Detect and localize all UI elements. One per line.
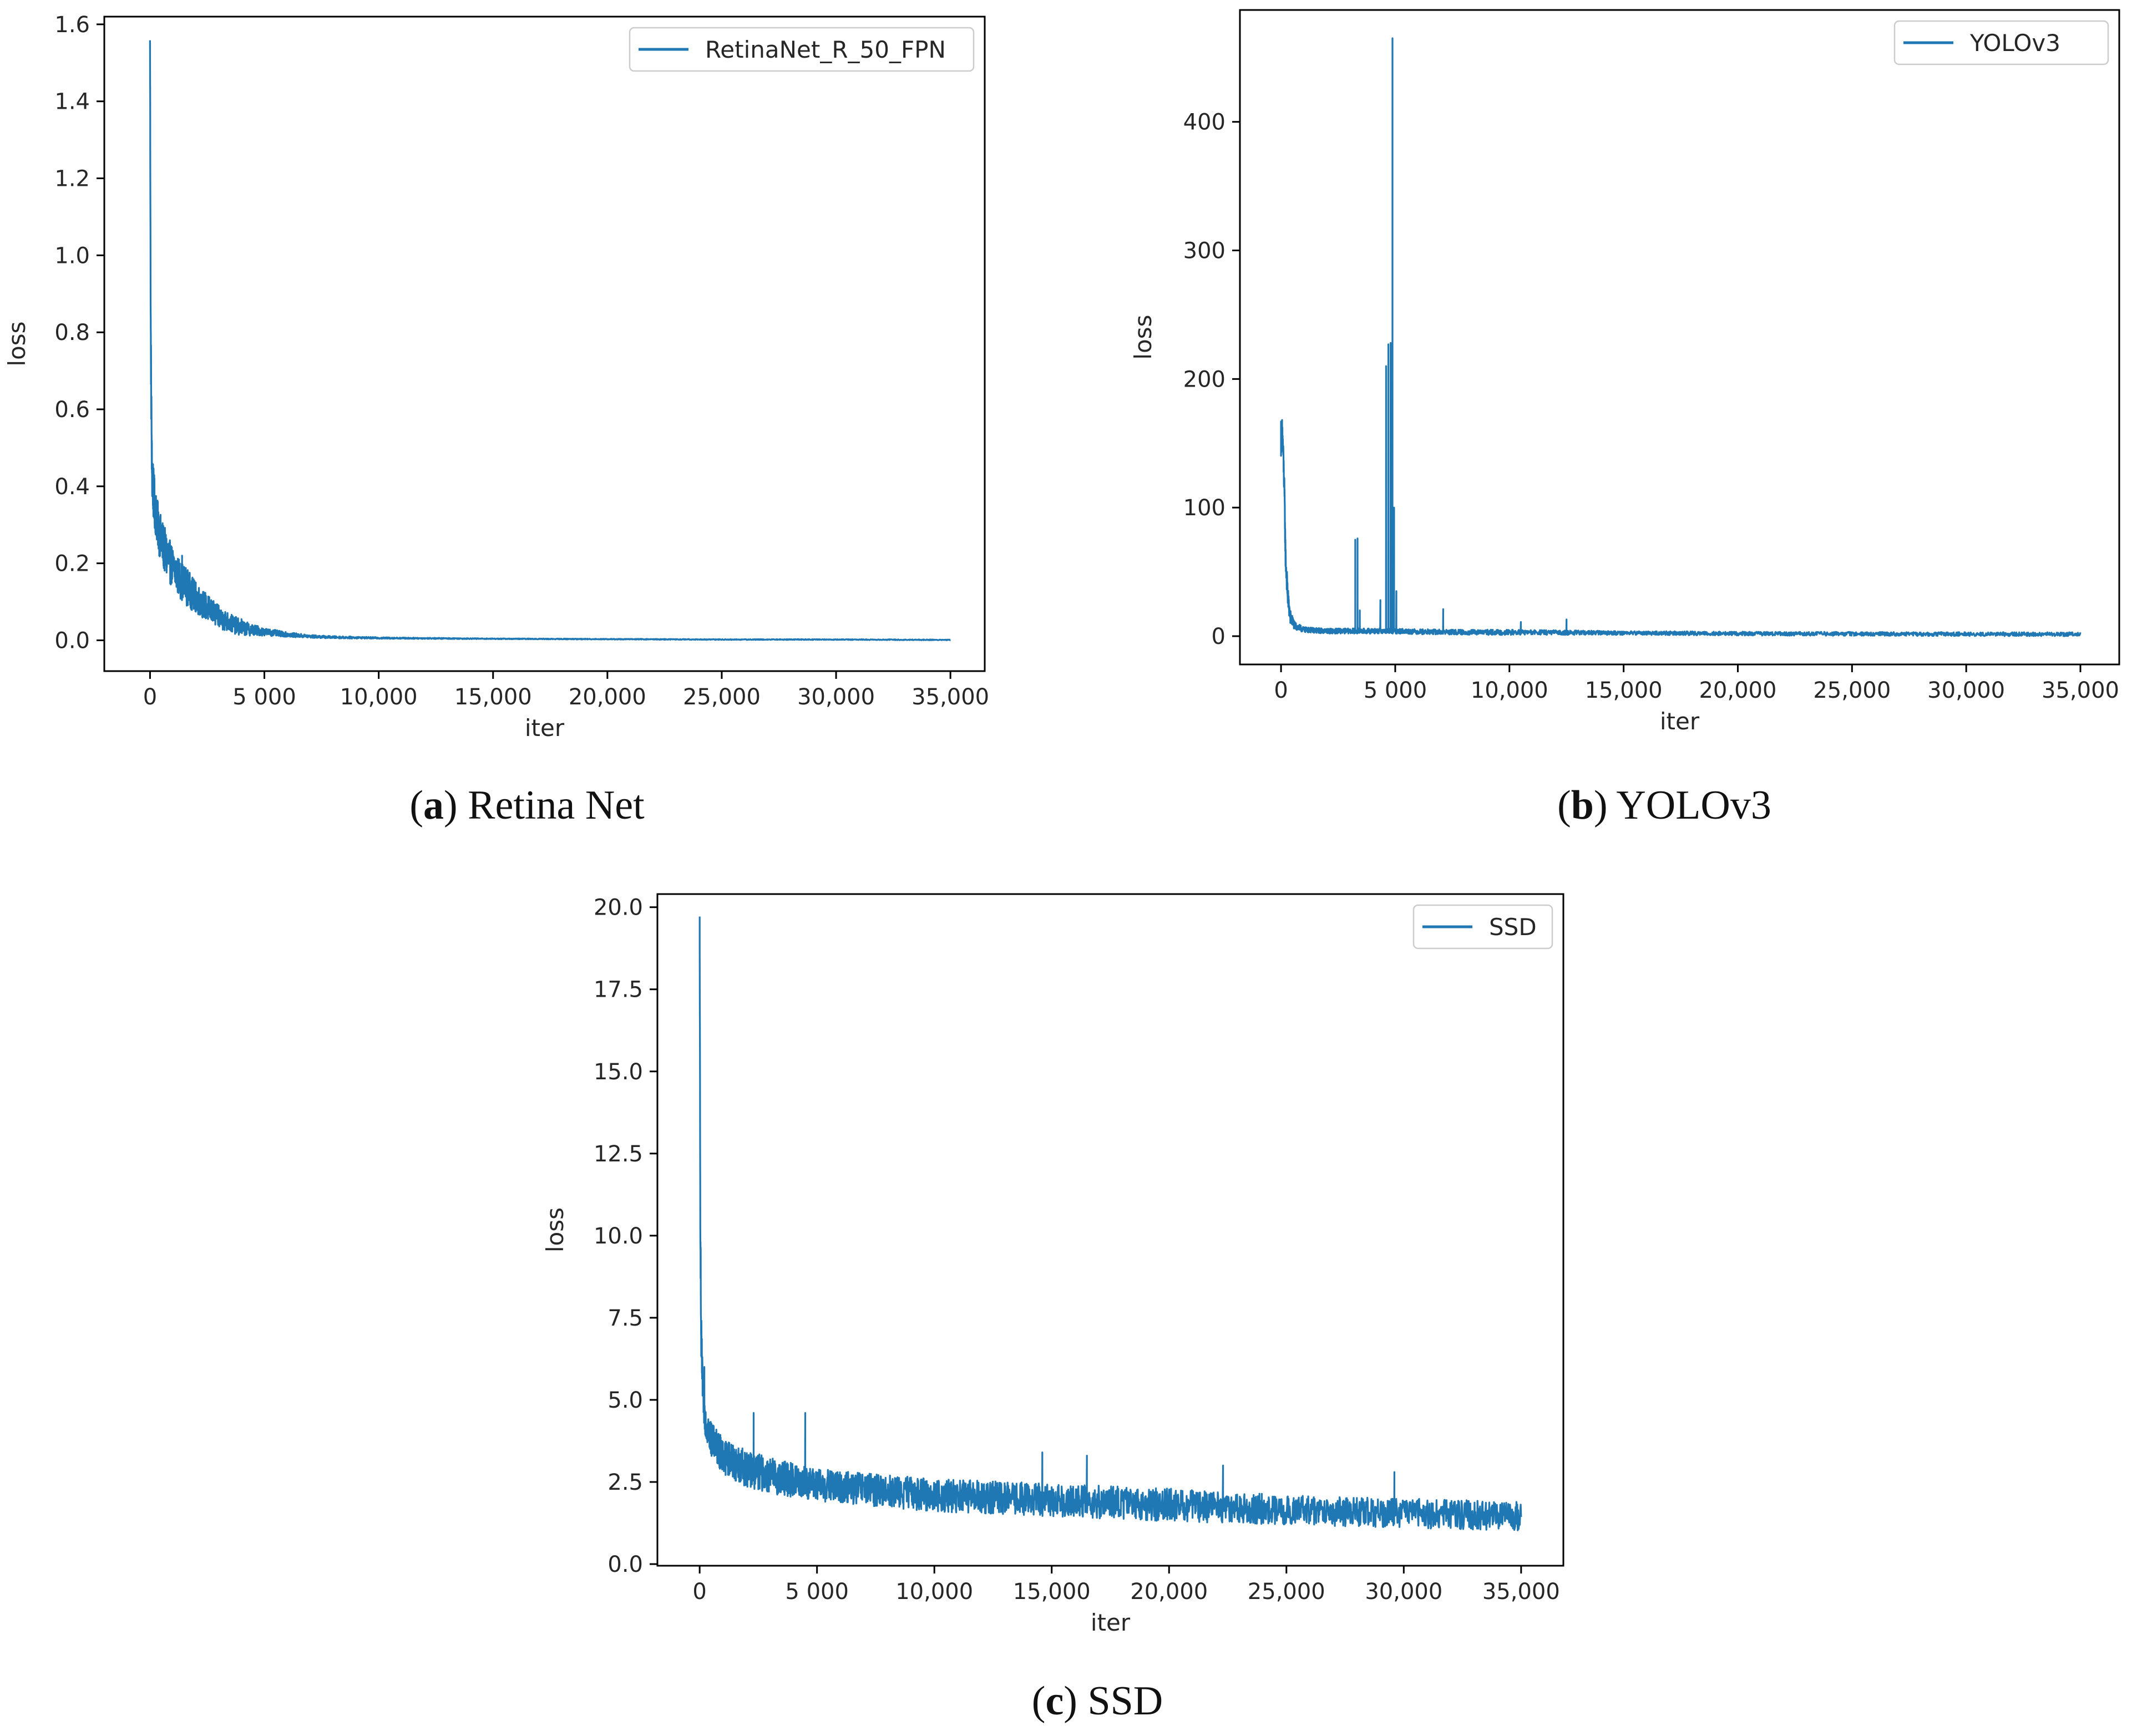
x-tick-label: 5 000 (785, 1579, 849, 1605)
caption-b-text: YOLOv3 (1616, 783, 1771, 828)
caption-a: (a) Retina Net (409, 783, 645, 828)
y-tick-label: 200 (1183, 367, 1225, 392)
caption-a-letter: a (423, 783, 444, 828)
y-tick-label: 7.5 (607, 1306, 643, 1331)
y-tick-label: 5.0 (607, 1388, 643, 1413)
x-tick-label: 35,000 (1482, 1579, 1560, 1605)
legend-label: SSD (1489, 913, 1537, 941)
chart-panel-retinanet: 0 5 000 10,000 15,000 20,000 25,000 30,000 35,0… (0, 0, 1026, 799)
legend-box (1412, 904, 1553, 950)
x-tick-label: 10,000 (1471, 678, 1548, 703)
caption-c-text: SSD (1087, 1678, 1163, 1724)
caption-b-letter: b (1571, 783, 1594, 828)
y-tick-label: 0.0 (54, 628, 90, 653)
plot-frame (656, 893, 1564, 1567)
x-tick-label: 0 (1274, 678, 1288, 703)
legend-box (1893, 20, 2109, 65)
y-tick-label: 15.0 (594, 1059, 643, 1085)
x-axis-label: iter (1091, 1609, 1131, 1636)
y-axis-label: loss (3, 321, 31, 366)
x-tick-label: 30,000 (797, 684, 875, 710)
y-tick-label: 100 (1183, 495, 1225, 521)
series-line-retinanet (149, 40, 951, 641)
x-tick-label: 20,000 (569, 684, 646, 710)
y-tick-label: 12.5 (594, 1141, 643, 1167)
y-tick-label: 1.2 (54, 166, 90, 192)
plot-frame (103, 16, 986, 672)
x-tick-label: 25,000 (683, 684, 761, 710)
y-tick-label: 10.0 (594, 1224, 643, 1249)
y-tick-label: 2.5 (607, 1470, 643, 1495)
y-tick-label: 300 (1183, 238, 1225, 264)
x-tick-label: 10,000 (895, 1579, 973, 1605)
x-tick-label: 0 (692, 1579, 706, 1605)
chart-retinanet: 0 5 000 10,000 15,000 20,000 25,000 30,000 35,0… (3, 12, 989, 742)
y-tick-label: 1.4 (54, 89, 90, 115)
legend-label: RetinaNet_R_50_FPN (705, 36, 946, 63)
caption-c: (c) SSD (1031, 1678, 1163, 1724)
y-tick-label: 0.2 (54, 551, 90, 577)
x-tick-label: 5 000 (232, 684, 296, 710)
x-tick-label: 35,000 (2042, 678, 2119, 703)
y-tick-label: 0 (1212, 624, 1225, 649)
x-tick-label: 35,000 (911, 684, 989, 710)
y-tick-label: 0.4 (54, 474, 90, 500)
x-tick-label: 30,000 (1365, 1579, 1442, 1605)
caption-b: (b) YOLOv3 (1557, 783, 1771, 828)
caption-c-letter: c (1045, 1678, 1064, 1724)
x-axis-label: iter (525, 714, 565, 742)
y-tick-label: 17.5 (594, 977, 643, 1003)
y-tick-label: 0.8 (54, 320, 90, 346)
y-tick-label: 400 (1183, 110, 1225, 135)
y-tick-label: 1.0 (54, 243, 90, 268)
x-tick-label: 5 000 (1364, 678, 1427, 703)
x-tick-label: 20,000 (1699, 678, 1776, 703)
series-line-yolov3 (1280, 37, 2082, 637)
x-tick-label: 20,000 (1130, 1579, 1208, 1605)
x-tick-label: 10,000 (340, 684, 418, 710)
y-axis-label: loss (541, 1207, 569, 1252)
x-tick-label: 30,000 (1927, 678, 2005, 703)
x-tick-label: 15,000 (454, 684, 532, 710)
legend-box (629, 27, 975, 72)
legend-label: YOLOv3 (1969, 29, 2060, 57)
chart-yolov3: 0 5 000 10,000 15,000 20,000 25,000 30,000 35,0… (1130, 9, 2120, 735)
caption-a-text: Retina Net (468, 783, 645, 828)
y-tick-label: 0.6 (54, 397, 90, 423)
x-axis-label: iter (1660, 708, 1700, 735)
x-tick-label: 0 (143, 684, 157, 710)
y-tick-label: 1.6 (54, 12, 90, 38)
x-tick-label: 15,000 (1013, 1579, 1091, 1605)
x-tick-label: 15,000 (1585, 678, 1663, 703)
series-line-ssd (698, 916, 1522, 1531)
x-tick-label: 25,000 (1813, 678, 1891, 703)
chart-panel-yolov3: 0 5 000 10,000 15,000 20,000 25,000 30,000 35,0… (0, 0, 2132, 799)
x-tick-label: 25,000 (1248, 1579, 1325, 1605)
y-tick-label: 0.0 (607, 1552, 643, 1577)
y-axis-label: loss (1130, 314, 1157, 359)
y-tick-label: 20.0 (594, 895, 643, 921)
plot-frame (1239, 9, 2120, 666)
